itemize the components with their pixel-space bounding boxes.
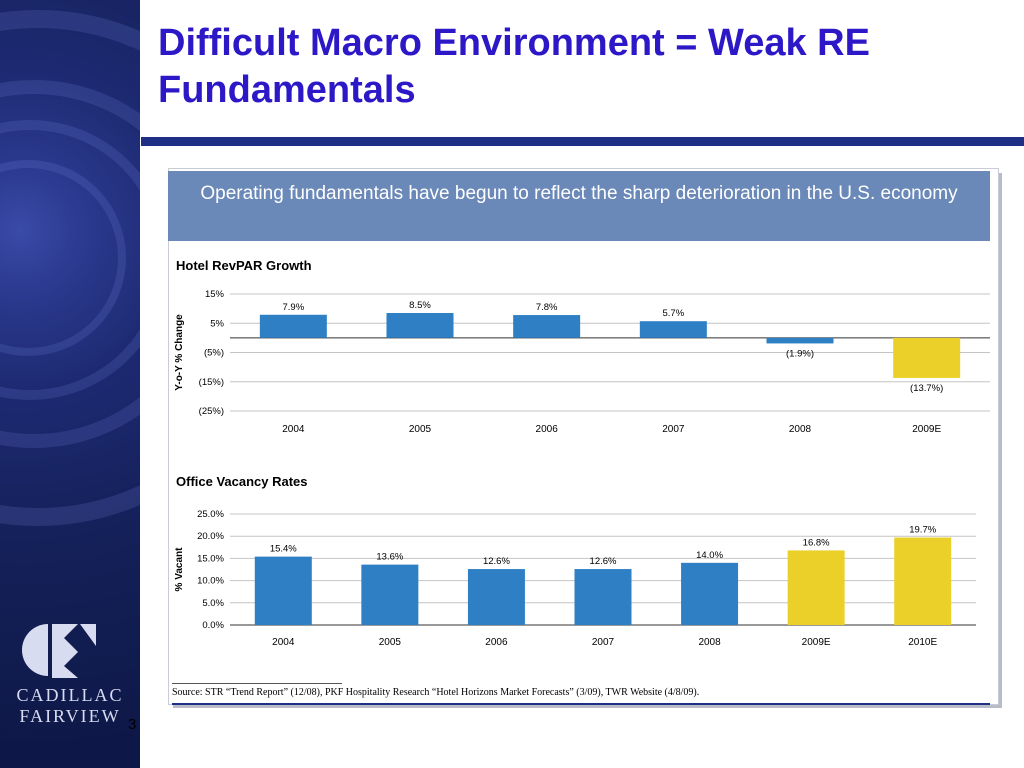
y-tick-label: 20.0%: [197, 531, 224, 542]
chart-bar: [766, 337, 834, 344]
x-tick-label: 2005: [409, 424, 432, 435]
chart-bar: [639, 321, 707, 338]
panel-bottom-rule: [172, 703, 990, 705]
data-label: 19.7%: [909, 525, 936, 536]
data-label: 16.8%: [803, 537, 830, 548]
x-tick-label: 2010E: [908, 637, 937, 648]
y-tick-label: (25%): [199, 406, 224, 417]
y-axis-title: % Vacant: [174, 547, 185, 592]
data-label: (1.9%): [786, 348, 814, 359]
y-tick-label: (5%): [204, 348, 224, 359]
x-tick-label: 2009E: [912, 424, 941, 435]
data-label: 14.0%: [696, 550, 723, 561]
data-label: 8.5%: [409, 300, 431, 311]
data-label: 13.6%: [376, 552, 403, 563]
slide-number: 3: [128, 716, 137, 733]
chart-bar: [787, 550, 845, 625]
chart-bar: [259, 314, 327, 338]
chart-bar: [513, 315, 581, 338]
x-tick-label: 2006: [485, 637, 508, 648]
revpar-chart: 15% 5% (5%) (15%) (25%) Y-o-Y % Change 7.9% 200…: [174, 289, 990, 435]
chart-bar: [681, 562, 739, 625]
revpar-chart-title: Hotel RevPAR Growth: [176, 258, 312, 273]
x-tick-label: 2005: [379, 637, 402, 648]
data-label: 12.6%: [590, 556, 617, 567]
x-tick-label: 2008: [698, 637, 721, 648]
x-tick-label: 2008: [789, 424, 812, 435]
chart-bar: [467, 569, 525, 625]
vacancy-chart: 25.0% 20.0% 15.0% 10.0% 5.0% 0.0% % Vacant 15.4…: [174, 509, 976, 648]
summary-banner: Operating fundamentals have begun to ref…: [168, 171, 990, 241]
y-tick-label: 15%: [205, 289, 225, 300]
chart-bar: [574, 569, 632, 625]
chart-bar: [361, 564, 419, 625]
x-tick-label: 2004: [282, 424, 305, 435]
chart-bar: [894, 537, 952, 625]
data-label: 7.9%: [283, 302, 305, 313]
vacancy-chart-title: Office Vacancy Rates: [176, 474, 308, 489]
x-tick-label: 2007: [592, 637, 615, 648]
y-axis-title: Y-o-Y % Change: [174, 314, 185, 391]
chart-bar: [254, 556, 312, 625]
x-tick-label: 2004: [272, 637, 295, 648]
y-tick-label: 10.0%: [197, 576, 224, 587]
y-tick-label: 25.0%: [197, 509, 224, 520]
logo-text-line2: FAIRVIEW: [19, 706, 121, 726]
x-tick-label: 2009E: [802, 637, 831, 648]
data-label: 12.6%: [483, 556, 510, 567]
x-tick-label: 2006: [536, 424, 559, 435]
data-label: (13.7%): [910, 383, 943, 394]
y-tick-label: 5.0%: [202, 598, 224, 609]
source-note: Source: STR “Trend Report” (12/08), PKF …: [172, 687, 700, 698]
source-divider: [172, 683, 342, 684]
cadillac-fairview-logo: [22, 624, 96, 678]
chart-bar: [386, 313, 454, 338]
x-tick-label: 2007: [662, 424, 685, 435]
chart-bar: [893, 337, 961, 378]
y-tick-label: 0.0%: [202, 620, 224, 631]
y-tick-label: 5%: [210, 318, 224, 329]
data-label: 15.4%: [270, 544, 297, 555]
sidebar-background: CADILLAC FAIRVIEW: [0, 0, 140, 768]
slide-title: Difficult Macro Environment = Weak RE Fu…: [158, 22, 870, 111]
logo-text-line1: CADILLAC: [16, 685, 124, 705]
title-divider: [141, 137, 1024, 146]
y-tick-label: 15.0%: [197, 553, 224, 564]
data-label: 5.7%: [663, 308, 685, 319]
y-tick-label: (15%): [199, 377, 224, 388]
data-label: 7.8%: [536, 302, 558, 313]
